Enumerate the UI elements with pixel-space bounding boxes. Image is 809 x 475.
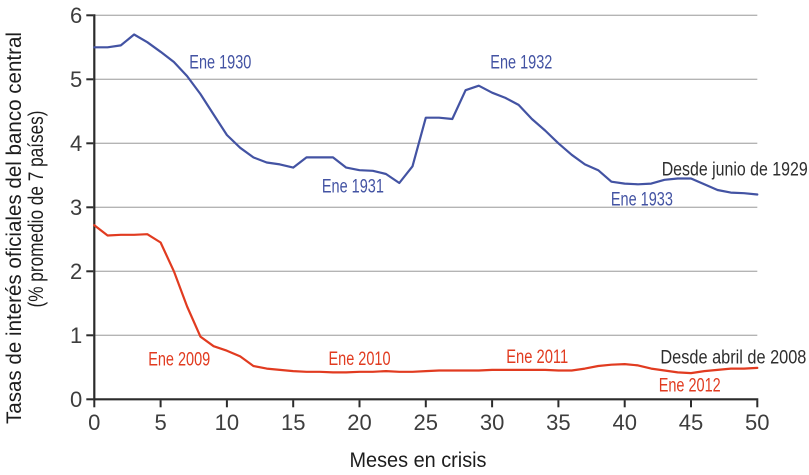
series-line-2008: [93, 224, 759, 375]
annotation-label: Ene 1930: [189, 53, 251, 74]
y-tick-label: 1: [70, 323, 82, 348]
gridlines: [94, 14, 758, 336]
x-tick-label: 30: [480, 410, 504, 435]
annotation-label: Ene 2010: [329, 349, 391, 370]
y-tick-label: 0: [70, 387, 82, 412]
x-tick-label: 10: [215, 410, 239, 435]
annotation-label: Ene 2011: [506, 347, 568, 368]
annotation-label: Ene 2009: [148, 350, 210, 371]
y-tick-label: 3: [70, 195, 82, 220]
y-tick-label: 6: [70, 3, 82, 28]
x-tick-label: 20: [347, 410, 371, 435]
annotation-label: Desde abril de 2008: [660, 348, 806, 369]
y-tick-label: 2: [70, 259, 82, 284]
y-axis-title-line2: (% promedio de 7 países): [25, 111, 48, 308]
annotation-label: Ene 1932: [490, 53, 552, 74]
x-axis-title: Meses en crisis: [350, 449, 487, 472]
axis-ticks: [86, 14, 759, 408]
y-tick-label: 4: [70, 131, 82, 156]
x-tick-label: 0: [88, 410, 100, 435]
series-lines: [93, 33, 759, 375]
x-tick-label: 15: [281, 410, 305, 435]
x-tick-label: 45: [679, 410, 703, 435]
series-line-1929: [93, 33, 759, 196]
axes: [93, 14, 759, 401]
annotation-label: Desde junio de 1929: [662, 159, 808, 180]
annotation-label: Ene 1933: [611, 190, 673, 211]
y-tick-label: 5: [70, 67, 82, 92]
y-axis-title-line1: Tasas de interés oficiales del banco cen…: [3, 32, 26, 424]
x-tick-label: 40: [612, 410, 636, 435]
annotation-label: Ene 2012: [659, 376, 721, 397]
annotations: Ene 1930 Ene 1931 Ene 1932 Ene 1933 Desde ju…: [148, 53, 808, 397]
x-tick-label: 35: [546, 410, 570, 435]
x-tick-label: 5: [154, 410, 166, 435]
x-tick-label: 50: [745, 410, 769, 435]
annotation-label: Ene 1931: [322, 177, 384, 198]
x-tick-label: 25: [414, 410, 438, 435]
